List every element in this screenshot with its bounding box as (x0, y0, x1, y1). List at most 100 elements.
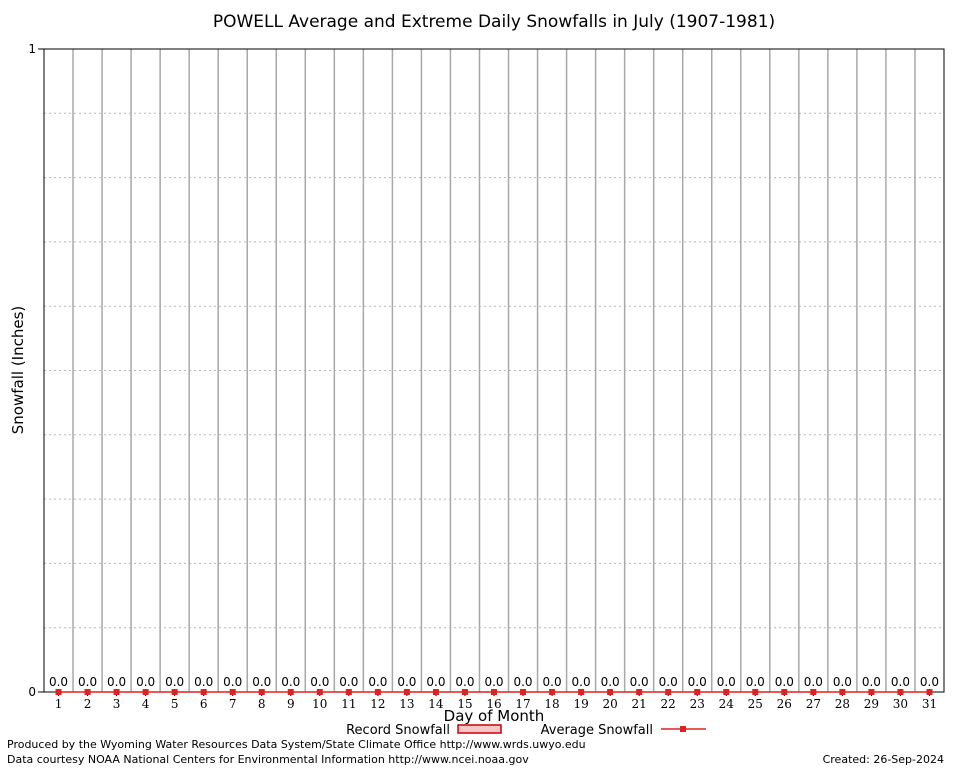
average-snowfall-marker (258, 689, 265, 695)
data-label: 0.0 (455, 675, 474, 689)
data-label: 0.0 (630, 675, 649, 689)
data-label: 0.0 (920, 675, 939, 689)
average-snowfall-marker (781, 689, 788, 695)
data-label: 0.0 (484, 675, 503, 689)
average-snowfall-marker (461, 689, 468, 695)
x-tick-label: 14 (428, 697, 444, 711)
data-label: 0.0 (862, 675, 881, 689)
average-snowfall-marker (810, 689, 817, 695)
data-label: 0.0 (601, 675, 620, 689)
x-tick-label: 31 (922, 697, 937, 711)
x-tick-label: 12 (370, 697, 385, 711)
x-tick-label: 28 (835, 697, 850, 711)
average-snowfall-marker (926, 689, 933, 695)
x-tick-label: 18 (544, 697, 559, 711)
data-label: 0.0 (252, 675, 271, 689)
data-labels: 0.0 0.0 0.0 0.0 0.0 0.0 0.0 0.0 0.0 0.0 0.0 0.0 0.0 0… (49, 675, 939, 689)
data-label: 0.0 (891, 675, 910, 689)
y-axis-label: Snowfall (Inches) (9, 306, 27, 434)
x-tick-label: 30 (893, 697, 908, 711)
y-tick-label: 1 (28, 42, 36, 56)
created-date: Created: 26-Sep-2024 (823, 753, 944, 766)
average-snowfall-marker (55, 689, 62, 695)
x-tick-label: 17 (515, 697, 530, 711)
legend-swatch-record (457, 724, 502, 734)
x-tick-label: 29 (864, 697, 879, 711)
data-label: 0.0 (659, 675, 678, 689)
average-snowfall-marker (200, 689, 207, 695)
data-label: 0.0 (49, 675, 68, 689)
x-tick-label: 21 (632, 697, 647, 711)
average-snowfall-marker (665, 689, 672, 695)
x-tick-label: 15 (457, 697, 472, 711)
data-label: 0.0 (397, 675, 416, 689)
x-tick-label: 22 (661, 697, 676, 711)
data-label: 0.0 (746, 675, 765, 689)
legend-swatch-average-marker (680, 726, 686, 732)
average-snowfall-marker (636, 689, 643, 695)
average-snowfall-marker (229, 689, 236, 695)
data-label: 0.0 (78, 675, 97, 689)
x-tick-label: 23 (690, 697, 705, 711)
average-snowfall-marker (374, 689, 381, 695)
x-tick-label: 5 (171, 697, 179, 711)
legend: Record Snowfall Average Snowfall (346, 723, 706, 738)
data-label: 0.0 (165, 675, 184, 689)
average-snowfall-marker (142, 689, 149, 695)
average-snowfall-marker (432, 689, 439, 695)
x-tick-label: 11 (341, 697, 356, 711)
x-axis-label: Day of Month (444, 707, 545, 725)
average-snowfall-marker (549, 689, 556, 695)
series-marks (55, 689, 933, 695)
data-label: 0.0 (194, 675, 213, 689)
data-label: 0.0 (572, 675, 591, 689)
day-separators (72, 49, 916, 692)
data-label: 0.0 (281, 675, 300, 689)
data-label: 0.0 (513, 675, 532, 689)
y-axis-ticks: 01 (28, 42, 44, 699)
average-snowfall-marker (520, 689, 527, 695)
credit-line-1: Produced by the Wyoming Water Resources … (7, 738, 586, 751)
average-snowfall-marker (578, 689, 585, 695)
data-label: 0.0 (310, 675, 329, 689)
grid-lines (44, 112, 944, 629)
average-snowfall-marker (839, 689, 846, 695)
average-snowfall-marker (752, 689, 759, 695)
x-tick-label: 3 (113, 697, 121, 711)
x-tick-label: 24 (719, 697, 735, 711)
x-tick-label: 4 (142, 697, 150, 711)
data-label: 0.0 (368, 675, 387, 689)
data-label: 0.0 (543, 675, 562, 689)
data-label: 0.0 (136, 675, 155, 689)
x-tick-label: 2 (84, 697, 92, 711)
x-tick-label: 26 (777, 697, 792, 711)
average-snowfall-marker (113, 689, 120, 695)
credit-line-2: Data courtesy NOAA National Centers for … (7, 753, 529, 766)
data-label: 0.0 (223, 675, 242, 689)
average-snowfall-marker (868, 689, 875, 695)
x-tick-label: 27 (806, 697, 821, 711)
average-snowfall-marker (345, 689, 352, 695)
x-tick-label: 9 (287, 697, 295, 711)
average-snowfall-marker (723, 689, 730, 695)
data-label: 0.0 (833, 675, 852, 689)
data-label: 0.0 (339, 675, 358, 689)
average-snowfall-marker (287, 689, 294, 695)
average-snowfall-marker (171, 689, 178, 695)
average-snowfall-marker (316, 689, 323, 695)
x-tick-label: 6 (200, 697, 208, 711)
x-tick-label: 25 (748, 697, 763, 711)
chart-title: POWELL Average and Extreme Daily Snowfal… (213, 12, 775, 32)
data-label: 0.0 (426, 675, 445, 689)
data-label: 0.0 (717, 675, 736, 689)
x-tick-label: 19 (573, 697, 588, 711)
data-label: 0.0 (804, 675, 823, 689)
average-snowfall-marker (491, 689, 497, 695)
average-snowfall-marker (694, 689, 701, 695)
legend-label-average: Average Snowfall (541, 723, 653, 738)
y-tick-label: 0 (28, 685, 36, 699)
data-label: 0.0 (775, 675, 794, 689)
x-tick-label: 16 (486, 697, 501, 711)
average-snowfall-marker (84, 689, 91, 695)
